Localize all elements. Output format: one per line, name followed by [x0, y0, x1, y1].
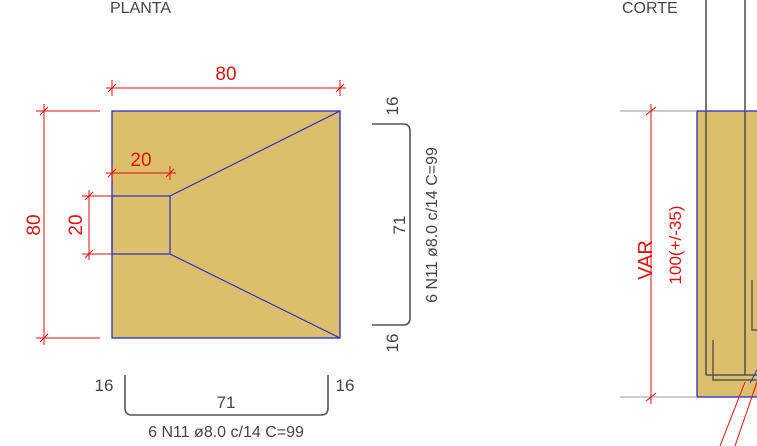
dim-pedestal-width: 20 [130, 150, 151, 171]
section-title: CORTE [622, 0, 678, 17]
rebar-vertical-spec: 6 N11 ø8.0 c/14 C=99 [424, 147, 441, 303]
rebar-vertical-top-hook: 16 [383, 97, 402, 116]
rebar-horizontal-left-hook: 16 [95, 376, 114, 395]
section-var-label: VAR [635, 240, 657, 280]
section-concrete [696, 110, 757, 398]
rebar-vertical-bottom-hook: 16 [383, 334, 402, 353]
plan-title: PLANTA [110, 0, 171, 17]
pedestal-outline [111, 195, 171, 255]
rebar-horizontal-spec: 6 N11 ø8.0 c/14 C=99 [148, 424, 304, 441]
rebar-vertical-length: 71 [390, 216, 409, 235]
rebar-horizontal-length: 71 [217, 393, 236, 412]
dimension-plan-width [106, 80, 346, 96]
cover-mark [749, 369, 757, 384]
dimension-pedestal-width [106, 166, 176, 180]
footing-plan [111, 110, 341, 339]
footing-outline [111, 110, 341, 339]
side-bar [751, 280, 757, 331]
section-depth-label: 100(+/-35) [666, 206, 685, 285]
leader-line-2 [734, 381, 757, 446]
leader-line-1 [719, 381, 746, 446]
footing-section [620, 0, 757, 446]
slope-line-bottom [169, 253, 341, 339]
dim-pedestal-height: 20 [66, 214, 87, 235]
dimension-section-depth [645, 104, 657, 404]
bottom-mesh-bar [712, 340, 757, 381]
dim-plan-height: 80 [24, 214, 45, 235]
rebar-horizontal-right-hook: 16 [336, 376, 355, 395]
dim-plan-width: 80 [215, 64, 236, 85]
dimension-plan-height [36, 104, 100, 345]
dimension-pedestal-height [82, 190, 112, 260]
rebar-vertical-shape [372, 123, 411, 326]
rebar-horizontal-shape [124, 375, 329, 416]
slope-line-top [169, 110, 341, 197]
